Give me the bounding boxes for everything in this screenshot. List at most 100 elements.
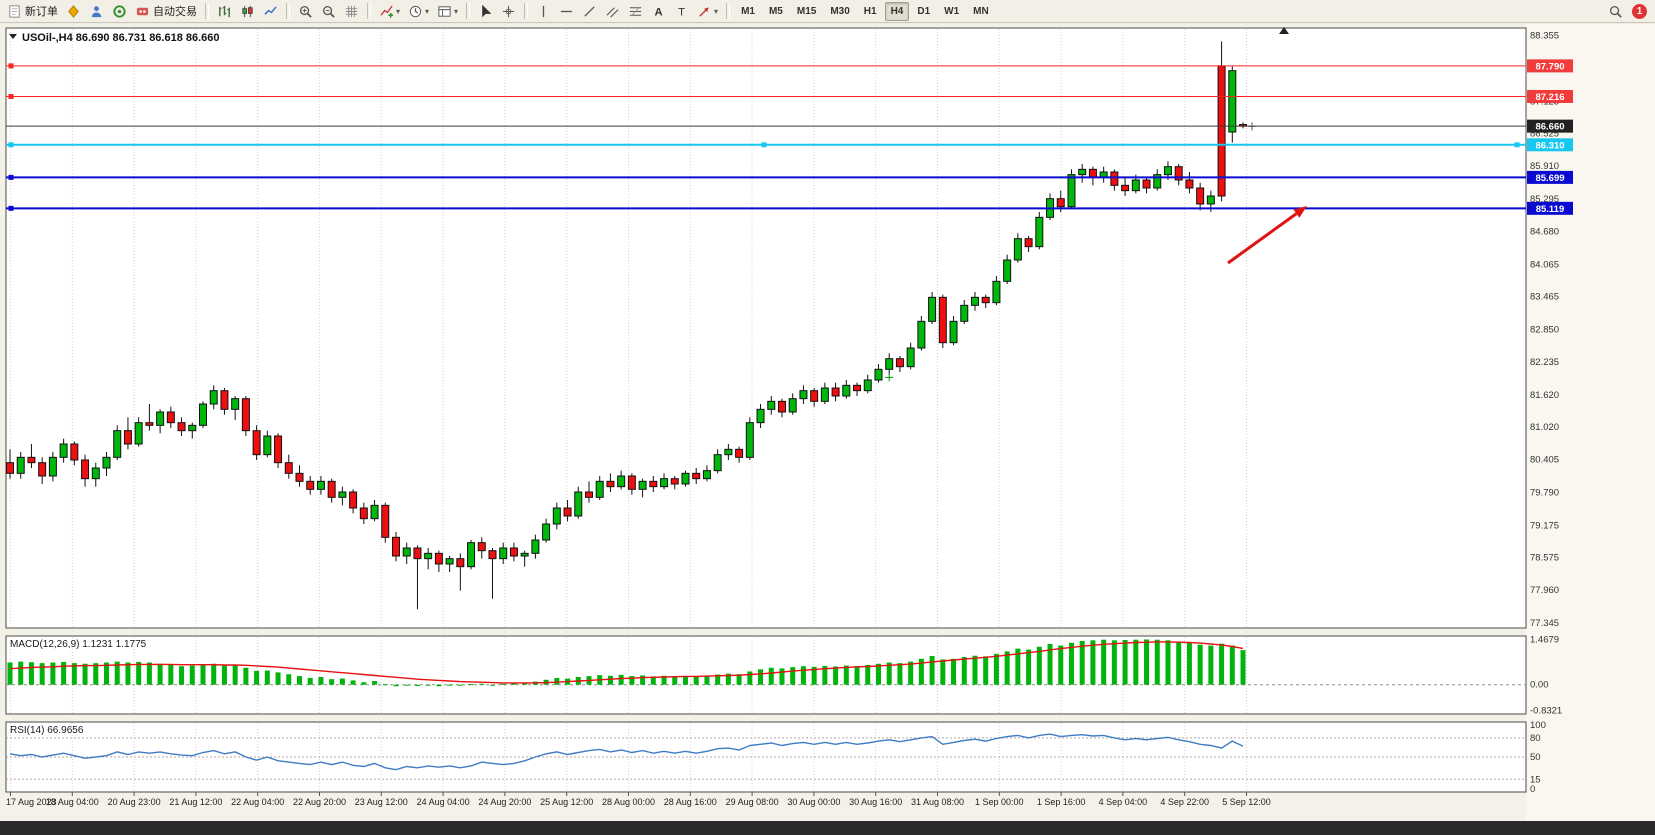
price-axis[interactable] [1526,24,1655,821]
line-handle[interactable] [8,63,14,69]
candlestick-icon [240,4,255,19]
trendline-icon [582,4,597,19]
toolbar-separator [205,3,209,19]
fibonacci-icon [628,4,643,19]
search-button[interactable] [1604,1,1627,22]
timeframe-m15-button[interactable]: M15 [796,5,817,17]
line-handle[interactable] [8,174,14,180]
macd-signal-line [9,641,1244,684]
notification-badge[interactable]: 1 [1632,3,1647,19]
toolbar-button-label: 新订单 [25,6,58,18]
toolbar-market-watch-button[interactable] [62,1,85,22]
toolbar-templates-button[interactable]: ▾ [433,1,462,22]
toolbar-bar-chart-button[interactable] [213,1,236,22]
arrow-annotation[interactable] [1227,212,1298,265]
price-label: 78.575 [1530,552,1559,563]
svg-text:100: 100 [1530,720,1546,731]
price-label: 81.020 [1530,422,1559,433]
timeframe-d1-button[interactable]: D1 [917,5,931,17]
toolbar-zoom-in-button[interactable] [294,1,317,22]
svg-text:85.699: 85.699 [1535,173,1564,184]
timeframe-m30-button[interactable]: M30 [830,5,850,17]
price-label: 79.790 [1530,488,1559,499]
toolbar-text-button[interactable]: A [647,1,670,22]
toolbar-equidistant-channel-button[interactable] [601,1,624,22]
main-chart-panel[interactable] [5,27,1527,629]
high-marker-triangle[interactable] [1279,27,1289,34]
channel-icon [605,4,620,19]
line-handle[interactable] [761,142,767,148]
crosshair-icon [501,4,516,19]
toolbar-separator [524,3,529,19]
toolbar-text-label-button[interactable]: T [670,1,693,22]
toolbar-separator [466,3,471,19]
line-handle[interactable] [8,205,14,211]
timeframe-m5-button[interactable]: M5 [768,5,783,17]
toolbar-button-label: 自动交易 [153,6,197,18]
panel-splitter[interactable] [0,629,1526,635]
timeframe-w1-button[interactable]: W1 [944,5,960,17]
price-label: 86.525 [1530,128,1559,139]
price-label: 84.680 [1530,227,1559,238]
svg-text:15: 15 [1530,774,1541,785]
price-label: 83.465 [1530,292,1559,303]
line-handle[interactable] [8,142,14,148]
toolbar-crosshair-button[interactable] [497,1,520,22]
toolbar-horizontal-line-button[interactable] [555,1,578,22]
toolbar-separator [286,3,290,19]
panel-splitter[interactable] [0,715,1526,721]
grid-lines [10,29,1247,791]
search-icon [1608,4,1623,19]
toolbar-new-order-button[interactable]: 新订单 [3,1,62,22]
line-handle[interactable] [8,93,14,99]
time-label: 18 Aug 04:00 [46,797,99,807]
price-axis-labels: 88.35587.74087.12586.52585.91085.29584.6… [1527,31,1573,629]
timeframe-h1-button[interactable]: H1 [863,5,877,17]
toolbar-trendline-button[interactable] [578,1,601,22]
price-badge [1527,201,1573,215]
zoom-out-icon [321,4,336,19]
toolbar-zoom-out-button[interactable] [317,1,340,22]
svg-text:0: 0 [1530,784,1535,795]
price-label: 77.345 [1530,618,1559,629]
price-badge [1527,138,1573,152]
svg-text:86.310: 86.310 [1535,140,1564,151]
time-axis[interactable] [0,792,1526,821]
toolbar-indicators-button[interactable]: ▾ [375,1,404,22]
toolbar-line-chart-button[interactable] [259,1,282,22]
time-label: 29 Aug 08:00 [726,797,779,807]
toolbar: 新订单 自动交易 ▾ ▾ ▾ A T ▾ M1 M5 M15 M30 H1 H4 D1 W1 MN 1 [0,0,1655,23]
toolbar-vertical-line-button[interactable] [532,1,555,22]
toolbar-fibonacci-button[interactable] [624,1,647,22]
toolbar-arrows-button[interactable]: ▾ [693,1,722,22]
time-label: 25 Aug 12:00 [540,797,593,807]
svg-text:50: 50 [1530,752,1541,763]
toolbar-candlestick-chart-button[interactable] [236,1,259,22]
toolbar-grid-button[interactable] [340,1,363,22]
price-badge [1527,170,1573,184]
vline-icon [536,4,551,19]
market-watch-icon [66,4,81,19]
price-label: 88.355 [1530,31,1559,42]
toolbar-navigator-button[interactable] [108,1,131,22]
timeframe-mn-button[interactable]: MN [973,5,989,17]
toolbar-auto-trading-button[interactable]: 自动交易 [131,1,201,22]
timeframe-h4-button[interactable]: H4 [884,1,910,21]
objects-dropdown-icon[interactable] [9,34,17,39]
chevron-down-icon: ▾ [714,6,719,16]
svg-text:T: T [678,6,685,18]
timeframe-m1-button[interactable]: M1 [741,5,755,17]
bottom-bar [0,821,1655,835]
time-label: 20 Aug 23:00 [108,797,161,807]
toolbar-data-window-button[interactable] [85,1,108,22]
time-label: 17 Aug 2023 [6,797,57,807]
toolbar-periods-button[interactable]: ▾ [404,1,433,22]
price-label: 82.235 [1530,357,1559,368]
macd-panel[interactable] [5,635,1527,715]
line-handle[interactable] [1514,142,1520,148]
toolbar-cursor-button[interactable] [474,1,497,22]
price-label: 85.295 [1530,194,1559,205]
price-label: 80.405 [1530,455,1559,466]
